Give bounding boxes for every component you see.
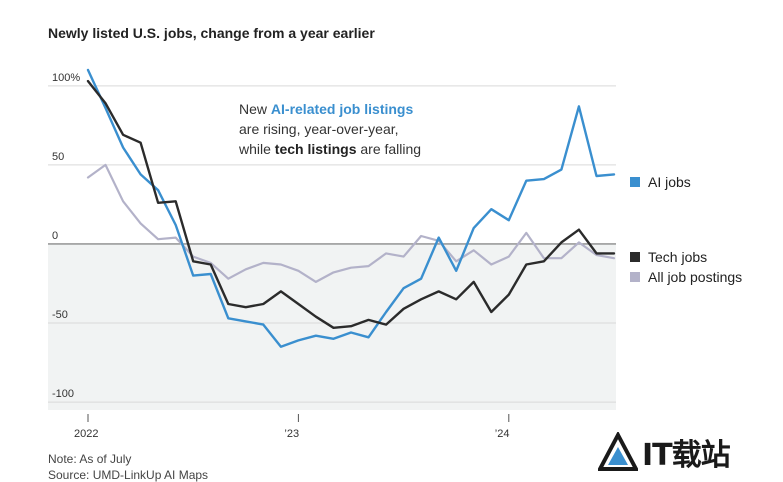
annotation-tech-highlight: tech listings (274, 141, 357, 157)
annotation-line3-prefix: while (239, 141, 275, 157)
series-line-tech (86, 79, 616, 329)
y-tick-label: -50 (52, 309, 68, 321)
x-tick-label: ’24 (495, 428, 510, 440)
y-tick-label: 0 (52, 230, 58, 242)
x-tick-label: ’23 (284, 428, 299, 440)
x-tick-label: 2022 (74, 428, 98, 440)
legend-label-all: All job postings (648, 269, 743, 285)
annotation-ai-highlight: AI-related job listings (270, 101, 414, 117)
y-tick-label: 50 (52, 151, 64, 163)
legend-item-ai: AI jobs (630, 174, 691, 190)
legend-item-tech: Tech jobs (630, 249, 707, 265)
legend-swatch-tech (630, 252, 640, 262)
legend-label-ai: AI jobs (648, 174, 691, 190)
axis-ticks: 100% 50 0 -50 -100 2022 ’23 ’24 (52, 72, 509, 440)
grid-lines (48, 85, 616, 403)
y-tick-label: -100 (52, 388, 74, 400)
series-line-ai (86, 68, 616, 348)
chart-annotation: New AI-related job listings are rising, … (239, 99, 421, 159)
site-logo: IT载站 (598, 430, 773, 474)
series-lines (86, 68, 616, 348)
footer-note: Note: As of July (48, 452, 132, 466)
annotation-line1-prefix: New (239, 101, 271, 117)
legend-item-all: All job postings (630, 269, 742, 285)
legend-label-tech: Tech jobs (648, 249, 708, 265)
series-line-all (86, 163, 616, 283)
annotation-line3-suffix: are falling (356, 141, 422, 157)
annotation-line2: are rising, year-over-year, (239, 121, 399, 137)
chart-title: Newly listed U.S. jobs, change from a ye… (48, 25, 375, 41)
legend-swatch-ai (630, 177, 640, 187)
logo-text: IT载站 (642, 438, 731, 473)
legend-swatch-all (630, 272, 640, 282)
y-tick-label: 100% (52, 72, 80, 84)
footer-source: Source: UMD-LinkUp AI Maps (48, 468, 209, 482)
triangle-logo-icon (598, 432, 638, 471)
